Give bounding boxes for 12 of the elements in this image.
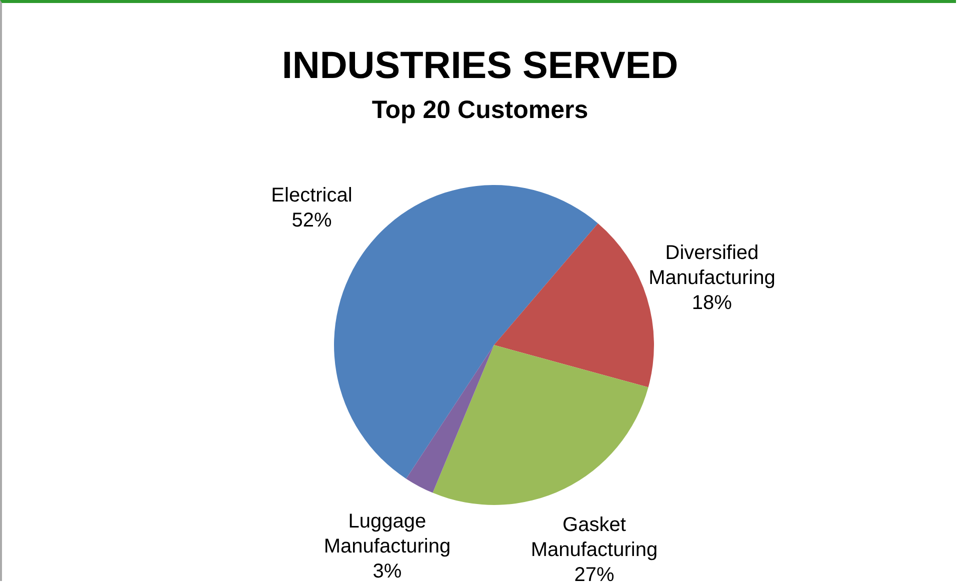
pie-slice [406, 345, 494, 493]
data-label: 18% [692, 292, 732, 314]
data-label: 52% [292, 210, 332, 232]
chart-subtitle: Top 20 Customers [372, 96, 588, 124]
slice-label: Electrical [271, 184, 352, 207]
slice-label: Luggage Manufacturing [324, 510, 451, 558]
data-label: 27% [574, 564, 614, 586]
chart-title: INDUSTRIES SERVED [282, 45, 678, 87]
slice-label: Diversified Manufacturing [648, 242, 776, 290]
slice-label: Gasket Manufacturing [530, 514, 658, 561]
data-label: 3% [372, 560, 402, 582]
pie-slice [432, 345, 648, 505]
